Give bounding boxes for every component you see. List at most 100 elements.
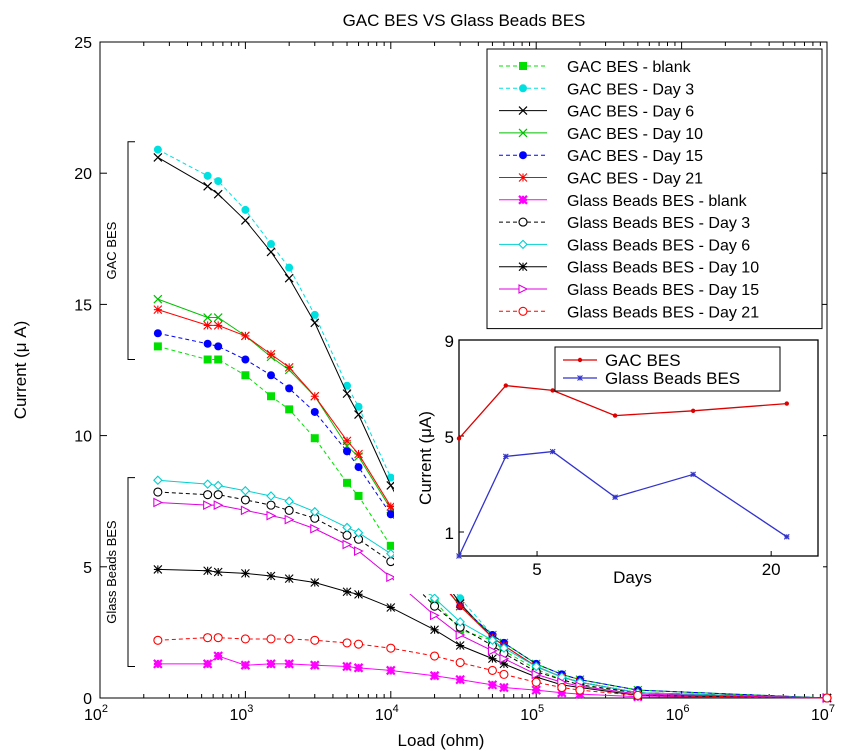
x-tick-label: 106 xyxy=(666,703,690,724)
legend-label: GAC BES - blank xyxy=(567,59,692,76)
data-point xyxy=(499,653,510,664)
data-point xyxy=(284,273,294,283)
inset-data-point xyxy=(549,448,556,455)
data-point xyxy=(499,682,509,693)
legend-marker xyxy=(519,62,527,70)
inset-y-tick-label: 1 xyxy=(445,524,454,543)
data-point xyxy=(285,405,294,414)
data-point xyxy=(266,571,276,581)
data-point xyxy=(284,514,295,525)
data-point xyxy=(342,587,352,597)
data-point xyxy=(342,389,352,399)
data-point xyxy=(241,355,250,364)
data-point xyxy=(309,506,320,517)
series-10 xyxy=(153,497,833,703)
data-point xyxy=(202,479,213,489)
data-point xyxy=(386,541,395,550)
x-tick-label: 104 xyxy=(375,703,399,724)
data-point xyxy=(343,447,352,456)
x-tick-label: 103 xyxy=(229,703,253,724)
data-point xyxy=(203,321,213,330)
data-point xyxy=(386,473,395,482)
data-point xyxy=(310,635,320,645)
x-tick-label: 107 xyxy=(811,703,835,724)
data-point xyxy=(214,355,223,364)
data-point xyxy=(284,362,294,372)
data-point xyxy=(575,685,585,695)
data-point xyxy=(214,177,223,186)
data-point xyxy=(342,661,352,672)
data-point xyxy=(240,216,250,225)
data-point xyxy=(241,331,250,341)
x-tick-label: 105 xyxy=(520,703,544,724)
data-point xyxy=(354,589,363,599)
data-point xyxy=(353,663,364,673)
inset-x-axis-label: Days xyxy=(613,568,652,587)
data-point xyxy=(430,610,440,621)
legend-item: GAC BES - Day 6 xyxy=(499,104,694,121)
data-point xyxy=(213,651,223,661)
data-point xyxy=(633,690,643,700)
data-point xyxy=(386,502,396,511)
data-point xyxy=(213,189,223,199)
data-point xyxy=(455,641,465,650)
group-bracket xyxy=(127,477,135,668)
data-point xyxy=(455,617,465,627)
y-tick-label: 10 xyxy=(74,429,92,446)
data-point xyxy=(343,478,352,487)
y-tick-label: 15 xyxy=(74,297,92,314)
data-point xyxy=(531,672,541,682)
data-point xyxy=(241,568,250,578)
y-tick-label: 20 xyxy=(74,166,92,183)
inset-series-0 xyxy=(456,383,789,441)
data-point xyxy=(487,635,498,646)
x-tick-label-exponent: 6 xyxy=(683,703,689,715)
legend-item: GAC BES - Day 3 xyxy=(499,81,694,98)
data-point xyxy=(266,491,276,501)
inset-y-tick-label: 5 xyxy=(445,428,454,447)
data-point xyxy=(153,305,163,315)
data-point xyxy=(213,313,223,322)
data-point xyxy=(455,630,466,640)
inset-data-point xyxy=(612,494,618,501)
legend-label: GAC BES - Day 3 xyxy=(567,81,694,98)
data-point xyxy=(531,677,541,687)
inset-legend-box xyxy=(554,346,781,392)
legend-marker xyxy=(519,84,527,93)
legend-item: Glass Beads BES - Day 15 xyxy=(499,282,759,299)
data-point xyxy=(531,661,541,672)
data-point xyxy=(213,480,223,491)
legend-label: Glass Beads BES - Day 3 xyxy=(567,215,750,232)
data-point xyxy=(203,566,213,576)
data-point xyxy=(284,634,294,644)
legend-box xyxy=(486,48,823,330)
series-6 xyxy=(153,651,832,703)
legend-item: GAC BES - Day 21 xyxy=(499,171,703,188)
data-point xyxy=(153,487,163,497)
data-point xyxy=(267,392,276,401)
legend-marker xyxy=(518,106,528,116)
data-point xyxy=(487,680,498,690)
group-bracket xyxy=(127,141,135,361)
data-point xyxy=(153,342,162,351)
data-point xyxy=(153,294,163,304)
inset-data-point xyxy=(550,388,555,393)
x-tick-label: 102 xyxy=(84,703,108,724)
legend-marker xyxy=(518,217,528,227)
data-point xyxy=(309,660,320,670)
inset-legend-marker xyxy=(577,375,583,381)
data-point xyxy=(153,659,163,669)
legend-label: GAC BES - Day 6 xyxy=(567,104,694,121)
inset-legend-marker xyxy=(577,357,583,363)
x-tick-label-exponent: 5 xyxy=(538,703,544,715)
data-point xyxy=(266,500,276,510)
legend-marker xyxy=(518,195,528,205)
data-point xyxy=(240,485,251,496)
data-point xyxy=(310,523,321,534)
data-point xyxy=(429,670,440,681)
data-point xyxy=(310,578,320,587)
data-point xyxy=(241,205,250,214)
data-point xyxy=(499,643,509,653)
